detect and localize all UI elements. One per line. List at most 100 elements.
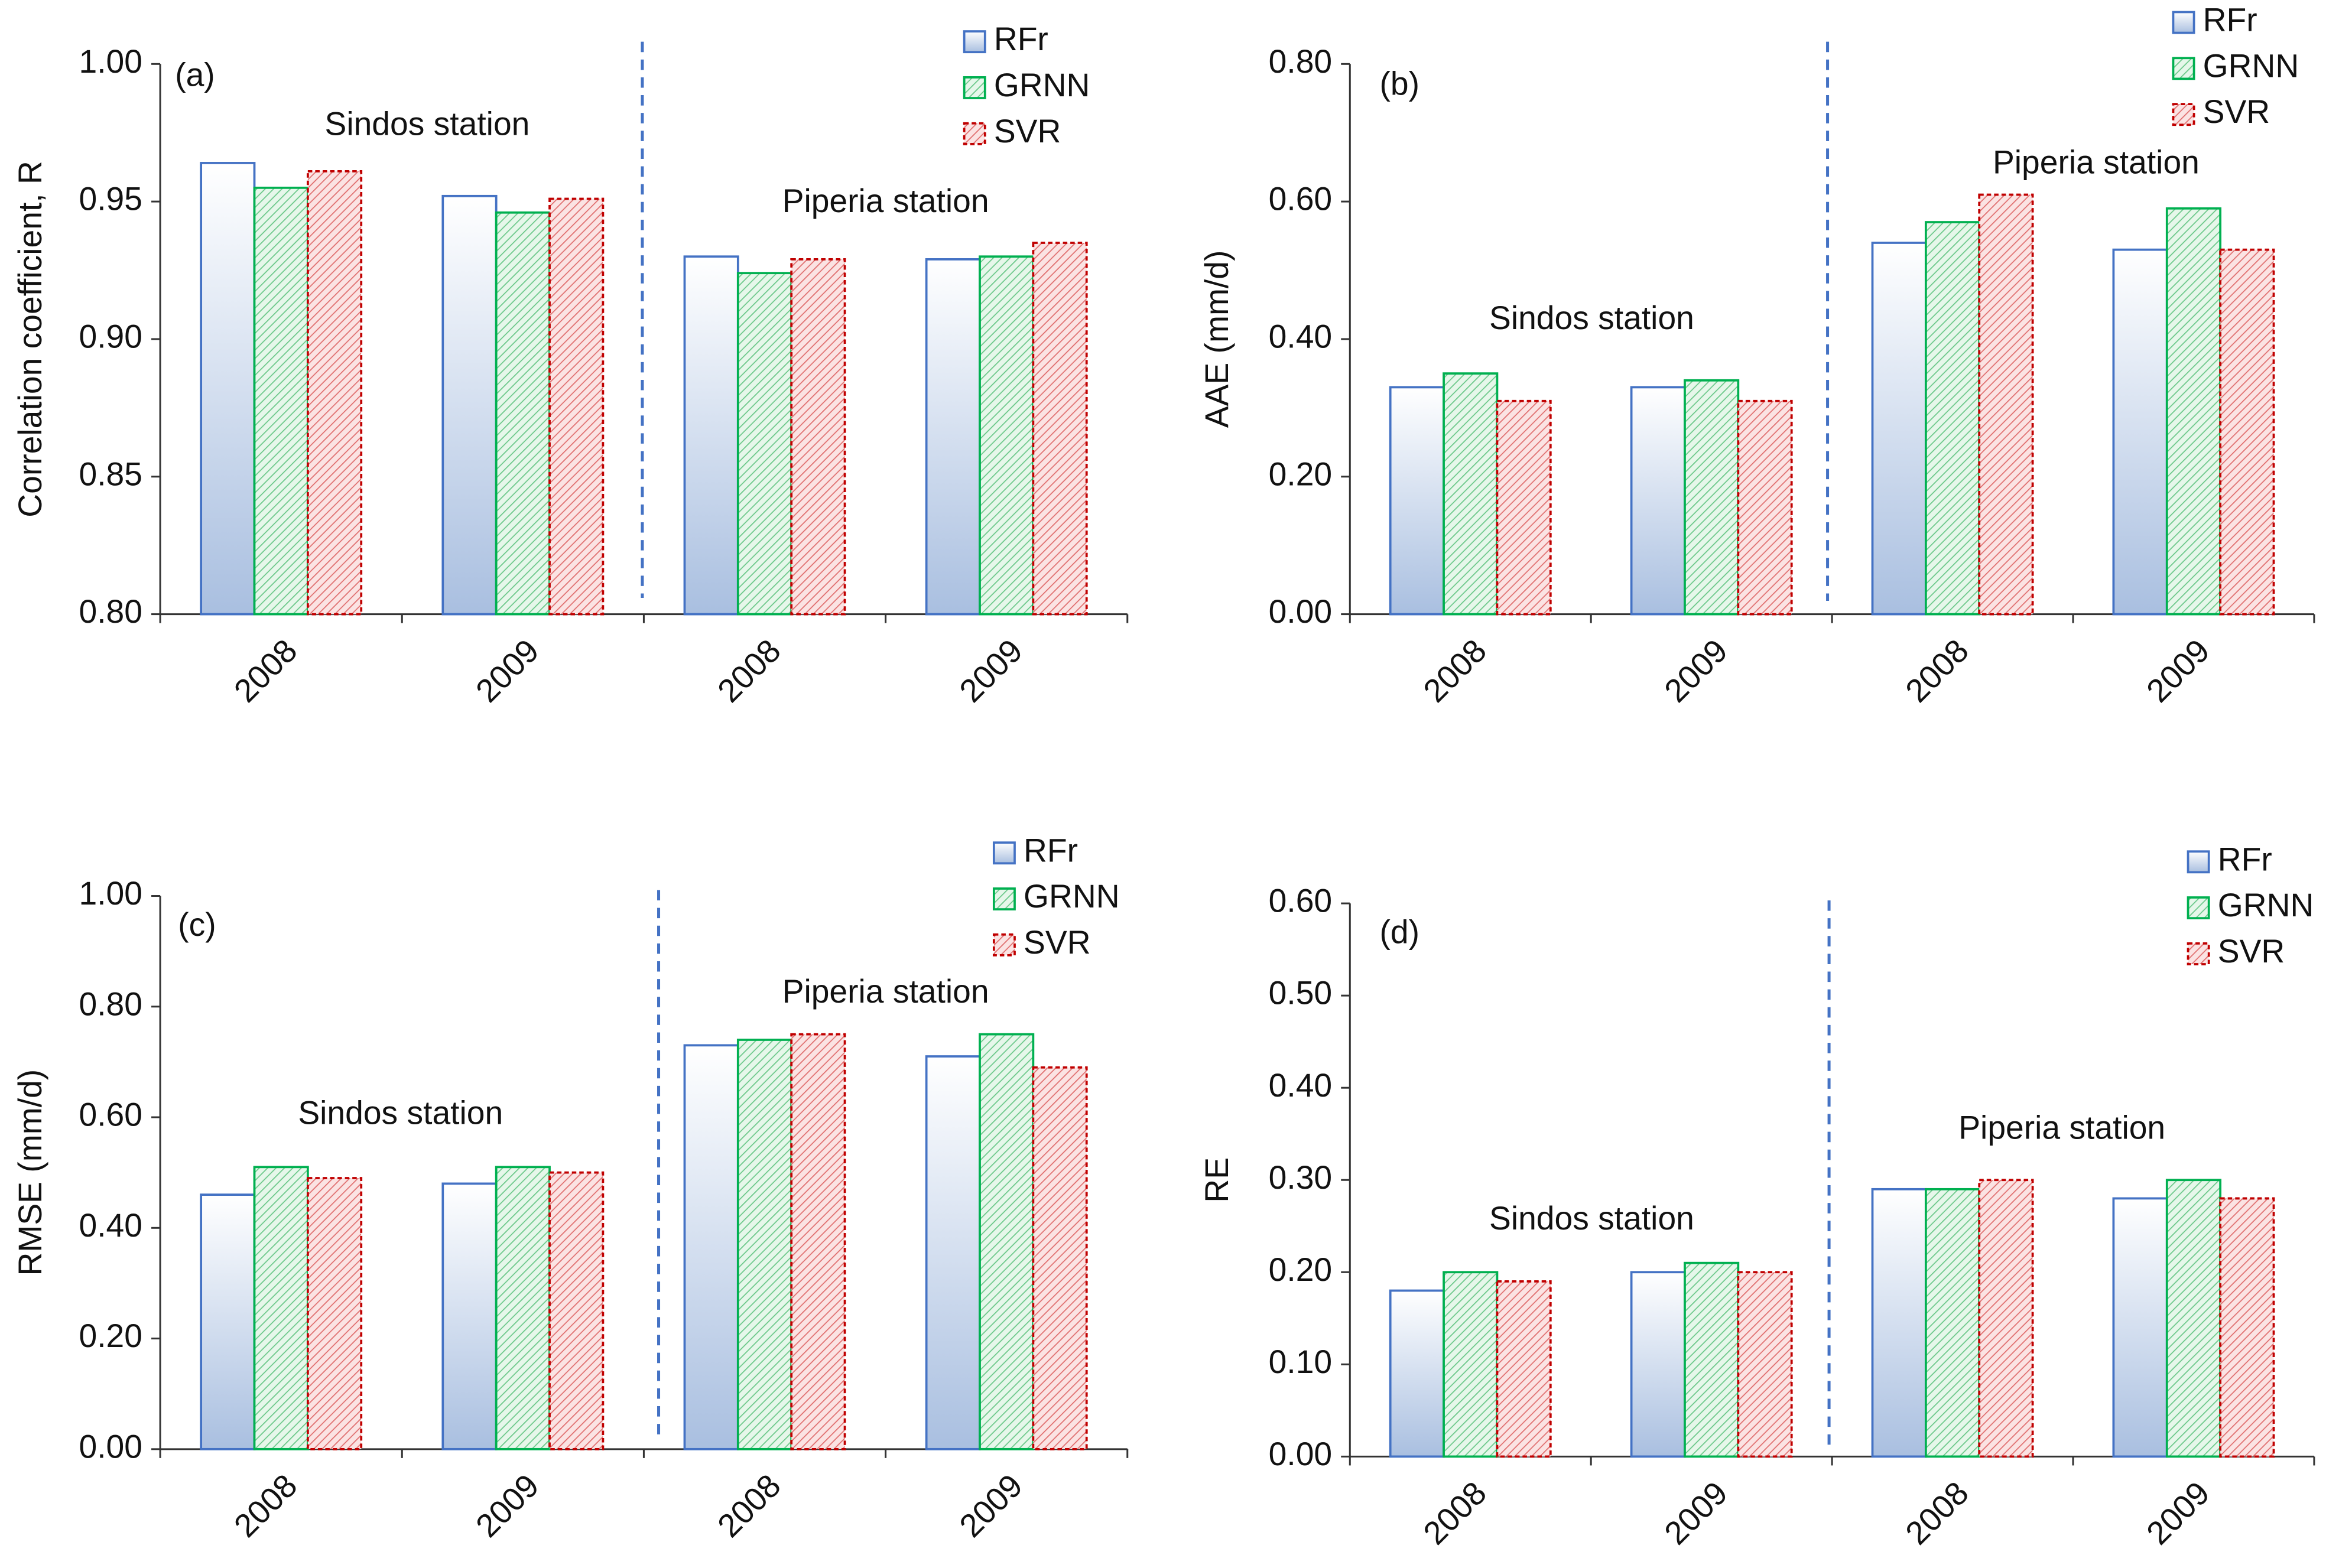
bar: [1978, 1179, 2034, 1458]
y-tick-label: 0.85: [79, 456, 142, 492]
legend-swatch: [992, 841, 1016, 865]
bar: [2112, 1197, 2168, 1458]
legend-label: SVR: [2203, 93, 2270, 130]
x-tick-label: 2008: [1898, 632, 1976, 710]
panel-label: (a): [175, 56, 215, 93]
y-axis-title: Correlation coefficient, R: [12, 161, 48, 518]
legend-label: GRNN: [2203, 47, 2299, 84]
legend-label: GRNN: [994, 67, 1090, 103]
y-tick-label: 0.60: [1269, 181, 1332, 217]
bar: [790, 258, 846, 616]
bar: [548, 197, 605, 616]
y-axis-title: RMSE (mm/d): [12, 1069, 48, 1276]
y-tick-label: 0.20: [79, 1317, 142, 1354]
bar: [200, 162, 256, 616]
y-tick-label: 0.00: [79, 1428, 142, 1465]
bar: [1737, 399, 1793, 616]
bar: [2219, 248, 2275, 616]
bar: [1389, 1289, 1445, 1458]
legend-swatch: [2172, 57, 2195, 80]
bar: [1924, 1188, 1981, 1458]
legend-label: RFr: [994, 21, 1048, 57]
legend-swatch: [2172, 103, 2195, 126]
y-axis-title: RE: [1198, 1157, 1235, 1203]
y-tick-label: 0.00: [1269, 1436, 1332, 1472]
x-tick-label: 2009: [952, 632, 1029, 710]
y-tick-label: 0.40: [1269, 1067, 1332, 1104]
bar: [1630, 386, 1686, 616]
bar: [548, 1171, 605, 1450]
panel-label: (c): [178, 906, 216, 943]
bar: [925, 1055, 981, 1450]
legend-swatch: [992, 933, 1016, 957]
y-tick-label: 0.60: [79, 1097, 142, 1133]
legend-swatch: [963, 76, 986, 99]
x-tick-label: 2009: [469, 1467, 546, 1544]
station-annotation: Piperia station: [782, 973, 989, 1010]
bar: [2219, 1197, 2275, 1458]
legend-label: SVR: [994, 113, 1061, 149]
station-annotation: Sindos station: [1489, 300, 1694, 336]
bar: [495, 1166, 551, 1450]
bar: [979, 1033, 1035, 1450]
station-annotation: Piperia station: [1958, 1110, 2165, 1146]
legend-label: RFr: [1024, 832, 1078, 868]
bar: [253, 1166, 309, 1450]
bar: [1871, 1188, 1927, 1458]
x-tick-label: 2009: [1657, 632, 1734, 710]
y-tick-label: 0.40: [79, 1207, 142, 1244]
bar: [306, 1177, 363, 1450]
legend-label: SVR: [1024, 924, 1091, 961]
x-tick-label: 2008: [1898, 1475, 1976, 1552]
y-tick-label: 1.00: [79, 43, 142, 80]
bar: [1496, 1280, 1552, 1458]
bar: [1684, 379, 1740, 616]
x-tick-label: 2008: [1416, 1475, 1493, 1552]
legend-swatch: [2187, 942, 2210, 965]
station-annotation: Sindos station: [298, 1095, 503, 1131]
y-tick-label: 0.20: [1269, 1251, 1332, 1288]
panel-label: (d): [1379, 913, 1419, 950]
x-tick-label: 2008: [227, 1467, 304, 1544]
station-annotation: Sindos station: [325, 105, 530, 142]
bar: [2165, 207, 2222, 616]
legend-swatch: [2187, 850, 2210, 874]
bar: [1443, 1271, 1499, 1458]
y-tick-label: 0.90: [79, 318, 142, 355]
y-tick-label: 0.80: [1269, 43, 1332, 80]
legend-swatch: [992, 887, 1016, 910]
bar: [1978, 193, 2034, 616]
y-tick-label: 0.80: [79, 593, 142, 630]
bar: [979, 255, 1035, 616]
y-tick-label: 0.10: [1269, 1343, 1332, 1380]
bar: [1737, 1271, 1793, 1458]
y-tick-label: 0.00: [1269, 593, 1332, 630]
legend-swatch: [963, 30, 986, 54]
bar: [790, 1033, 846, 1450]
bar: [1871, 242, 1927, 616]
x-tick-label: 2008: [710, 1467, 788, 1544]
y-tick-label: 0.40: [1269, 318, 1332, 355]
bar: [306, 170, 363, 616]
y-axis-title: AAE (mm/d): [1198, 251, 1235, 428]
station-annotation: Piperia station: [782, 183, 989, 219]
bar: [253, 186, 309, 616]
legend-label: GRNN: [2218, 887, 2314, 923]
bar: [1032, 1066, 1088, 1450]
bar: [495, 211, 551, 616]
x-tick-label: 2009: [952, 1467, 1029, 1544]
station-annotation: Piperia station: [1993, 144, 2200, 181]
legend-swatch: [963, 122, 986, 145]
y-tick-label: 0.20: [1269, 456, 1332, 492]
y-tick-label: 0.80: [79, 985, 142, 1022]
legend-swatch: [2187, 896, 2210, 920]
bar: [736, 1039, 793, 1450]
y-tick-label: 0.30: [1269, 1159, 1332, 1196]
bar: [736, 272, 793, 616]
bar: [441, 194, 498, 616]
x-tick-label: 2009: [1657, 1475, 1734, 1552]
bar: [2165, 1179, 2222, 1458]
bar: [1389, 386, 1445, 616]
station-annotation: Sindos station: [1489, 1200, 1694, 1237]
